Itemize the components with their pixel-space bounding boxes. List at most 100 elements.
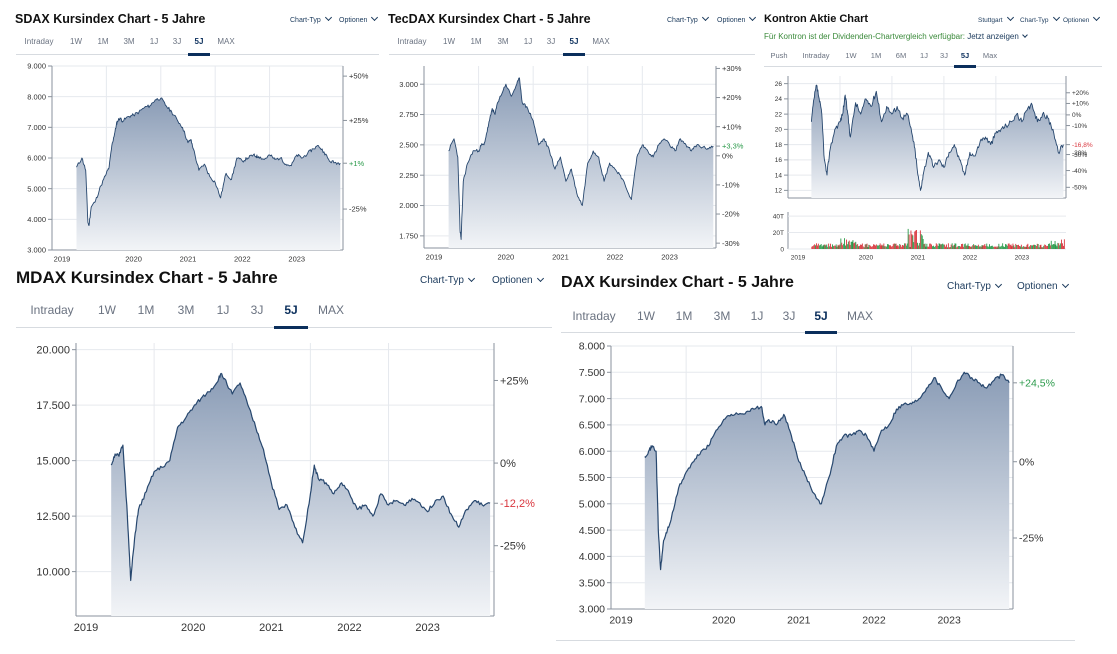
volume-bar xyxy=(834,245,836,249)
tab-intraday[interactable]: Intraday xyxy=(802,51,830,60)
right-tick-label: -25% xyxy=(500,541,526,553)
kontron-dividend-link[interactable]: Jetzt anzeigen xyxy=(967,32,1019,41)
tecdax-chart[interactable]: 1.750 2.000 2.250 2.500 2.750 3.000 2019 2020 20… xyxy=(384,58,758,265)
volume-bar xyxy=(837,244,839,249)
volume-bar xyxy=(1045,245,1047,249)
y-tick-label: 3.500 xyxy=(579,577,605,589)
tab-intraday[interactable]: Intraday xyxy=(24,37,54,46)
volume-bar xyxy=(897,245,899,249)
mdax-options-menu[interactable]: Optionen xyxy=(492,274,544,286)
tab-max[interactable]: MAX xyxy=(217,37,235,46)
tab-1w[interactable]: 1W xyxy=(98,303,116,317)
tab-1m[interactable]: 1M xyxy=(675,309,693,323)
volume-bar xyxy=(1030,245,1032,249)
sdax-chart[interactable]: 3.000 4.000 5.000 6.000 7.000 8.000 9.000 2019 2… xyxy=(10,58,380,264)
volume-bar xyxy=(863,247,865,249)
tab-5j[interactable]: 5J xyxy=(188,34,210,56)
dax-options-menu[interactable]: Optionen xyxy=(1017,280,1069,292)
tab-1m[interactable]: 1M xyxy=(870,51,882,60)
tab-3j[interactable]: 3J xyxy=(250,303,264,317)
tab-max[interactable]: MAX xyxy=(846,309,873,323)
sdax-chart-type-menu[interactable]: Chart-Typ xyxy=(290,13,332,24)
sdax-options-menu[interactable]: Optionen xyxy=(339,13,379,24)
kontron-chart-type-menu[interactable]: Chart-Typ xyxy=(1020,13,1060,24)
tab-1w[interactable]: 1W xyxy=(845,51,857,60)
volume-bar xyxy=(855,241,857,249)
x-tick-label: 2019 xyxy=(609,615,633,627)
tab-1m[interactable]: 1M xyxy=(97,37,109,46)
tab-5j[interactable]: 5J xyxy=(563,34,585,56)
tab-1j[interactable]: 1J xyxy=(149,37,159,46)
volume-bar xyxy=(933,247,935,249)
kontron-exchange-menu[interactable]: Stuttgart xyxy=(978,13,1014,24)
tab-5j[interactable]: 5J xyxy=(805,306,837,334)
volume-bar xyxy=(921,235,923,249)
tab-3m[interactable]: 3M xyxy=(177,303,195,317)
x-tick-label: 2019 xyxy=(426,253,443,262)
volume-bar xyxy=(914,231,916,249)
volume-bar xyxy=(912,235,914,249)
volume-bar xyxy=(1060,243,1062,249)
dax-chart-type-menu[interactable]: Chart-Typ xyxy=(947,280,1002,292)
tab-1w[interactable]: 1W xyxy=(70,37,82,46)
volume-bar xyxy=(848,240,850,249)
volume-bar xyxy=(1017,245,1019,249)
tab-max[interactable]: MAX xyxy=(317,303,344,317)
volume-bar xyxy=(896,245,898,249)
volume-bar xyxy=(1033,244,1034,249)
right-tick-label: -10% xyxy=(722,181,740,190)
tab-1w[interactable]: 1W xyxy=(443,37,455,46)
y-tick-label: 1.750 xyxy=(399,231,418,240)
tab-6m[interactable]: 6M xyxy=(895,51,907,60)
kontron-options-menu[interactable]: Optionen xyxy=(1063,13,1101,24)
volume-bar xyxy=(946,244,947,249)
tab-push[interactable]: Push xyxy=(770,51,788,60)
volume-bar xyxy=(899,244,901,249)
volume-bar xyxy=(840,238,842,249)
tab-max[interactable]: MAX xyxy=(592,37,610,46)
volume-bar xyxy=(932,246,933,249)
x-tick-label: 2023 xyxy=(661,253,678,262)
volume-bar xyxy=(1034,245,1036,249)
volume-bar xyxy=(1003,246,1004,249)
volume-bar xyxy=(835,244,837,249)
tab-3j[interactable]: 3J xyxy=(940,51,948,60)
volume-bar xyxy=(875,244,877,249)
tab-3m[interactable]: 3M xyxy=(713,309,731,323)
tab-1j[interactable]: 1J xyxy=(216,303,230,317)
volume-bar xyxy=(967,243,969,249)
mdax-chart[interactable]: 10.000 12.500 15.000 17.500 20.000 2019 2020 20… xyxy=(14,333,554,636)
y-tick-label: 3.000 xyxy=(579,604,605,616)
tab-max[interactable]: Max xyxy=(982,51,998,60)
volume-bar xyxy=(1063,245,1064,249)
tab-1j[interactable]: 1J xyxy=(920,51,928,60)
tab-3j[interactable]: 3J xyxy=(782,309,796,323)
tab-intraday[interactable]: Intraday xyxy=(30,303,74,317)
chevron-down-icon xyxy=(1021,32,1028,38)
tab-3j[interactable]: 3J xyxy=(546,37,556,46)
x-tick-label: 2020 xyxy=(125,255,142,264)
tab-3m[interactable]: 3M xyxy=(497,37,509,46)
mdax-chart-type-menu[interactable]: Chart-Typ xyxy=(420,274,475,286)
tab-1m[interactable]: 1M xyxy=(470,37,482,46)
tab-5j[interactable]: 5J xyxy=(274,300,308,329)
tab-3j[interactable]: 3J xyxy=(172,37,182,46)
tecdax-options-menu[interactable]: Optionen xyxy=(717,13,757,24)
tab-3m[interactable]: 3M xyxy=(123,37,135,46)
tab-1m[interactable]: 1M xyxy=(137,303,155,317)
y-tick-label: 12 xyxy=(775,188,783,195)
volume-bar xyxy=(922,239,924,249)
volume-bar xyxy=(981,245,983,249)
tab-1j[interactable]: 1J xyxy=(750,309,764,323)
tecdax-chart-type-menu[interactable]: Chart-Typ xyxy=(667,13,709,24)
tab-intraday[interactable]: Intraday xyxy=(572,309,616,323)
volume-bar xyxy=(821,246,823,249)
dax-chart[interactable]: 3.000 3.500 4.000 4.500 5.000 5.500 6.000 6.500… xyxy=(561,338,1079,630)
tab-1w[interactable]: 1W xyxy=(637,309,655,323)
tab-1j[interactable]: 1J xyxy=(523,37,533,46)
tab-intraday[interactable]: Intraday xyxy=(397,37,427,46)
tab-5j[interactable]: 5J xyxy=(954,48,976,68)
right-tick-label: +10% xyxy=(1072,101,1089,108)
x-tick-label: 2021 xyxy=(911,255,926,262)
